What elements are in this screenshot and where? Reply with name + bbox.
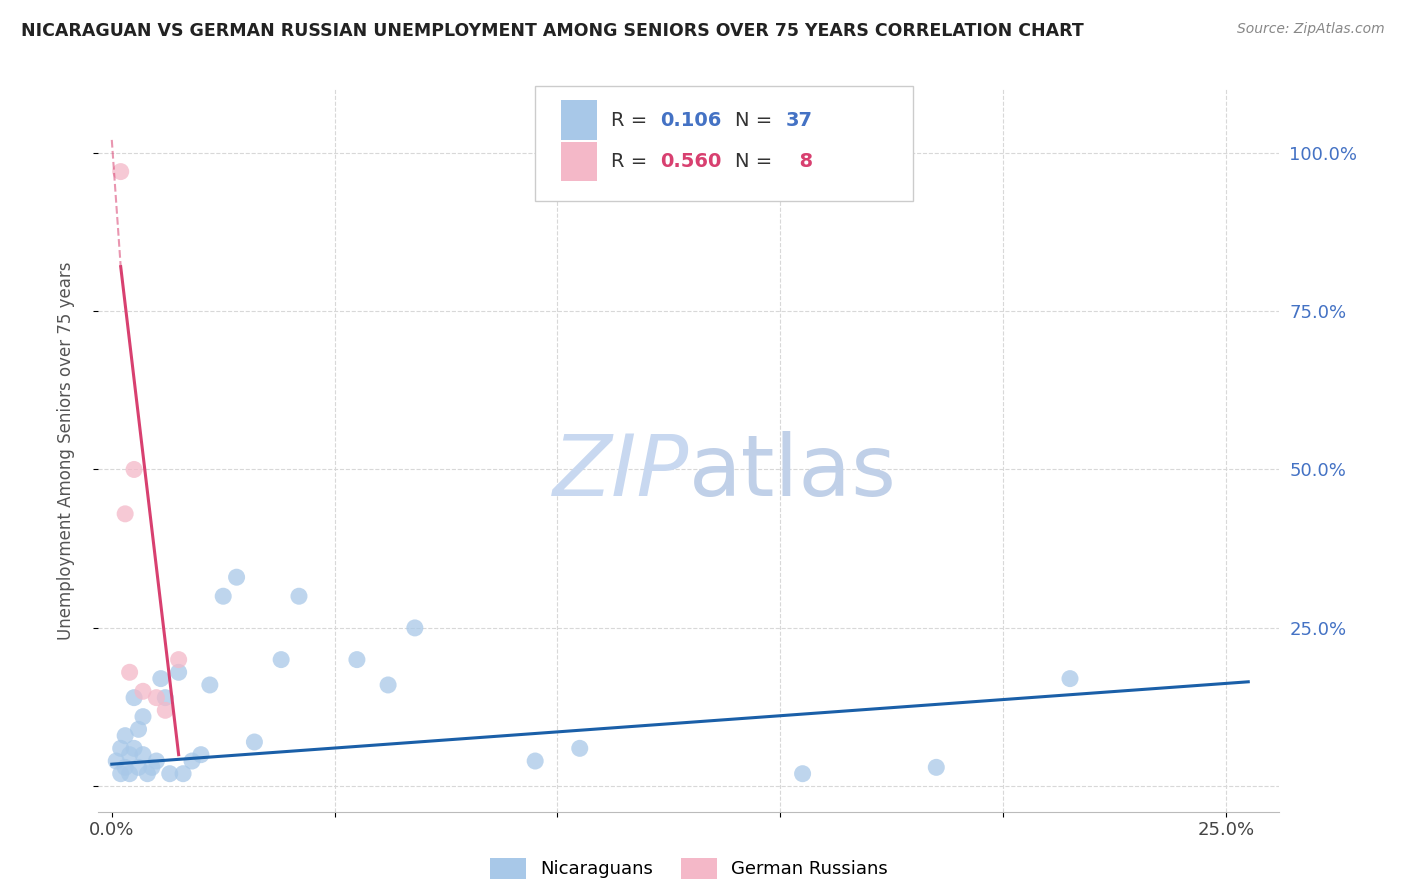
Point	[149, 672, 172, 686]
Point	[524, 754, 547, 768]
Text: 8: 8	[786, 152, 813, 171]
Text: atlas: atlas	[689, 431, 897, 514]
Text: R =: R =	[612, 111, 654, 129]
Point	[122, 690, 145, 705]
Point	[136, 766, 159, 780]
Point	[925, 760, 948, 774]
Point	[155, 703, 177, 717]
Point	[132, 684, 155, 698]
Point	[155, 690, 177, 705]
Point	[110, 164, 132, 178]
Text: N =: N =	[735, 111, 779, 129]
Text: ZIP: ZIP	[553, 431, 689, 514]
Point	[114, 507, 136, 521]
Point	[110, 766, 132, 780]
Point	[243, 735, 266, 749]
Point	[132, 747, 155, 762]
Point	[377, 678, 399, 692]
Text: 0.106: 0.106	[661, 111, 721, 129]
Point	[181, 754, 204, 768]
Point	[198, 678, 221, 692]
Point	[114, 729, 136, 743]
Point	[288, 589, 311, 603]
Point	[190, 747, 212, 762]
Point	[141, 760, 163, 774]
Point	[145, 690, 167, 705]
FancyBboxPatch shape	[561, 142, 596, 181]
Legend: Nicaraguans, German Russians: Nicaraguans, German Russians	[482, 850, 896, 886]
Point	[270, 652, 292, 666]
Point	[159, 766, 181, 780]
Y-axis label: Unemployment Among Seniors over 75 years: Unemployment Among Seniors over 75 years	[56, 261, 75, 640]
Point	[110, 741, 132, 756]
Text: 37: 37	[786, 111, 813, 129]
Point	[128, 760, 150, 774]
Point	[1059, 672, 1081, 686]
Point	[105, 754, 128, 768]
Point	[118, 766, 141, 780]
Point	[167, 652, 190, 666]
Point	[118, 747, 141, 762]
FancyBboxPatch shape	[536, 86, 914, 202]
Point	[225, 570, 247, 584]
Point	[404, 621, 426, 635]
Point	[792, 766, 814, 780]
FancyBboxPatch shape	[561, 101, 596, 140]
Text: R =: R =	[612, 152, 654, 171]
Point	[118, 665, 141, 680]
Point	[128, 723, 150, 737]
Point	[568, 741, 591, 756]
Point	[132, 709, 155, 723]
Point	[122, 741, 145, 756]
Point	[122, 462, 145, 476]
Text: N =: N =	[735, 152, 779, 171]
Point	[212, 589, 235, 603]
Point	[172, 766, 194, 780]
Text: NICARAGUAN VS GERMAN RUSSIAN UNEMPLOYMENT AMONG SENIORS OVER 75 YEARS CORRELATIO: NICARAGUAN VS GERMAN RUSSIAN UNEMPLOYMEN…	[21, 22, 1084, 40]
Point	[167, 665, 190, 680]
Point	[346, 652, 368, 666]
Point	[114, 760, 136, 774]
Point	[145, 754, 167, 768]
Text: 0.560: 0.560	[661, 152, 721, 171]
Text: Source: ZipAtlas.com: Source: ZipAtlas.com	[1237, 22, 1385, 37]
